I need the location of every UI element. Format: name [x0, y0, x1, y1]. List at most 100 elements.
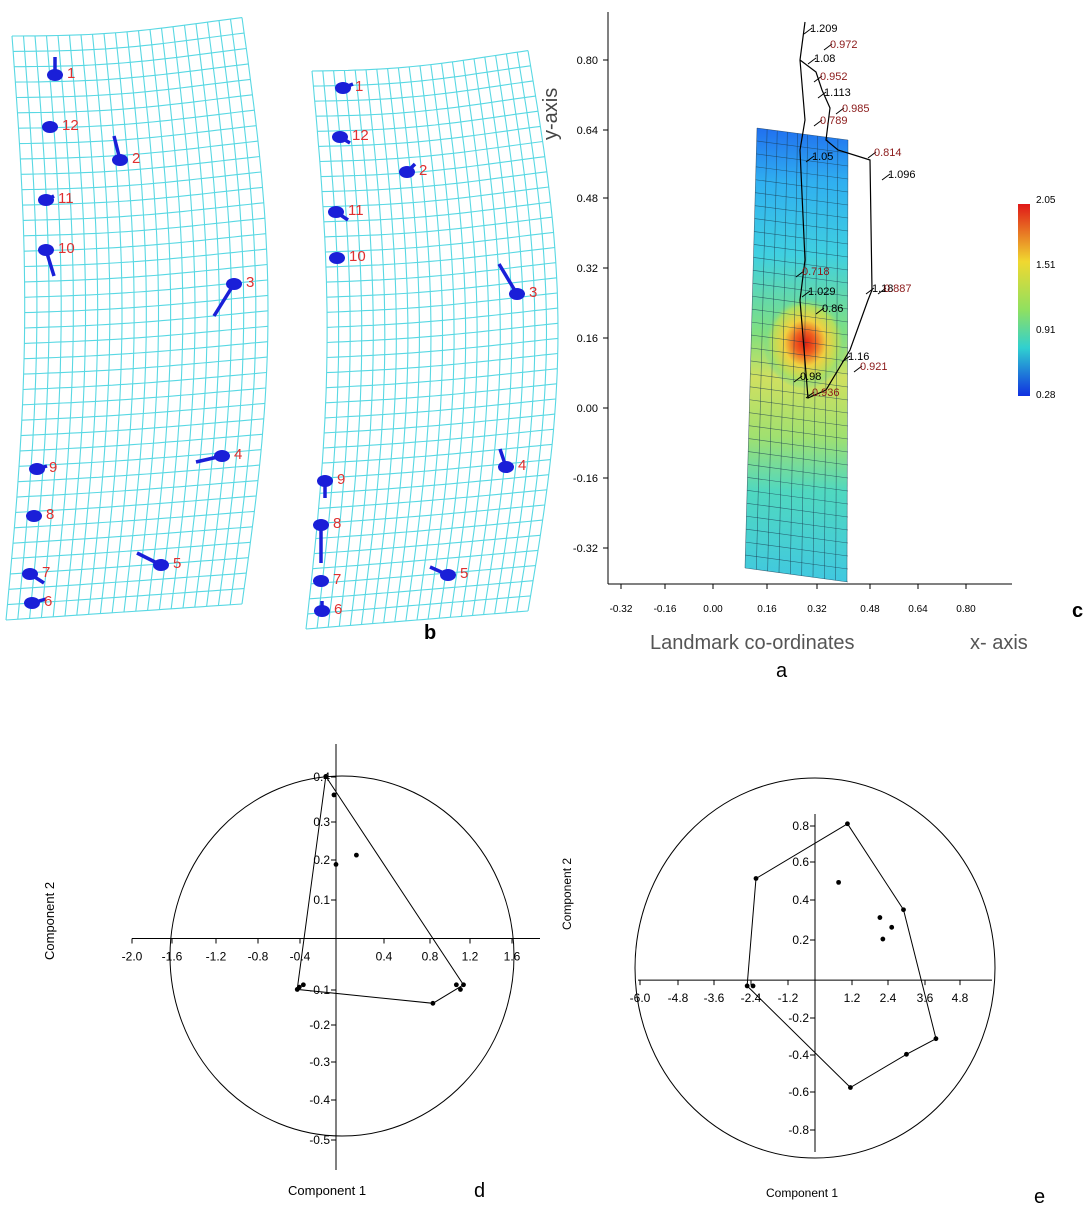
- x-tick-label: 0.32: [807, 604, 827, 615]
- panel-label-d: d: [474, 1180, 486, 1202]
- confidence-circle: [169, 775, 515, 1137]
- landmark-label: 6: [334, 601, 342, 618]
- grid-line: [471, 58, 501, 616]
- landmark-label: 2: [132, 150, 140, 167]
- x-tick-label: 0.16: [757, 604, 777, 615]
- x-tick-label: -4.8: [668, 991, 689, 1005]
- chart-d-ylabel: Component 2: [42, 881, 57, 960]
- surface-grid-line: [755, 192, 849, 206]
- landmark-marker: [335, 82, 351, 94]
- x-tick-label: 0.48: [860, 604, 880, 615]
- y-tick-label: 0.16: [577, 333, 598, 345]
- grid-line: [20, 140, 259, 160]
- x-tick-label: 1.2: [844, 991, 861, 1005]
- grid-line: [494, 55, 524, 614]
- grid-line: [307, 595, 531, 615]
- surface-grid-line: [749, 399, 849, 414]
- data-point: [461, 982, 466, 988]
- data-point: [333, 861, 339, 867]
- surface-grid-line: [748, 425, 849, 440]
- grid-line: [325, 383, 557, 404]
- y-tick-label: -0.32: [573, 543, 598, 555]
- deformation-grid-b-right: 1 12 2 11 10 3 9 4 8 5 7 6: [305, 50, 559, 630]
- grid-line: [360, 69, 386, 625]
- landmark-label: 7: [42, 564, 50, 581]
- y-tick-label: 0.4: [792, 893, 809, 907]
- data-point: [904, 1051, 909, 1057]
- grid-line: [23, 356, 268, 375]
- landmark-marker: [399, 166, 415, 178]
- landmark-label: 5: [460, 565, 468, 582]
- surface-grid-line: [749, 386, 849, 401]
- grid-line: [405, 66, 432, 621]
- grid-line: [7, 588, 245, 606]
- grid-line: [322, 186, 549, 208]
- landmark-value-label: 0.985: [842, 103, 870, 115]
- x-tick-label: -1.6: [162, 949, 183, 963]
- surface-grid-line: [751, 334, 849, 349]
- colorbar-tick-label: 2.05: [1036, 195, 1056, 206]
- landmark-label: 5: [173, 555, 181, 572]
- grid-line: [21, 402, 265, 421]
- landmark-cross: [853, 365, 863, 373]
- landmark-marker: [38, 244, 54, 256]
- colorbar-tick-label: 0.91: [1036, 325, 1056, 336]
- surface-grid-line: [753, 270, 849, 284]
- surface-grid-line: [754, 218, 849, 232]
- chart-a-xlabel: Landmark co-ordinates: [650, 632, 855, 654]
- landmark-label: 8: [46, 506, 54, 523]
- x-tick-label: -0.8: [248, 949, 269, 963]
- surface-grid-line: [754, 205, 849, 219]
- landmark-value-label: 0.86: [822, 303, 843, 315]
- y-tick-label: 0.48: [577, 193, 598, 205]
- landmark-value-label: 1.209: [810, 23, 838, 35]
- landmark-cross: [823, 43, 833, 51]
- grid-line: [16, 480, 259, 498]
- landmark-value-label: 0.789: [820, 115, 848, 127]
- grid-line: [24, 294, 268, 314]
- data-point: [430, 1000, 436, 1006]
- x-tick-label: -0.4: [290, 949, 311, 963]
- landmark-label: 6: [44, 593, 52, 610]
- landmark-value-label: 1.113: [824, 87, 851, 99]
- landmark-marker: [509, 288, 525, 300]
- grid-line: [22, 186, 263, 206]
- data-point: [836, 879, 841, 885]
- grid-line: [17, 464, 260, 483]
- grid-line: [326, 352, 558, 374]
- grid-line: [314, 80, 534, 102]
- grid-line: [13, 526, 253, 544]
- landmark-cross: [881, 173, 891, 181]
- landmark-value-label: 0.972: [830, 39, 858, 51]
- grid-line: [427, 64, 455, 620]
- grid-line: [318, 489, 547, 509]
- landmark-label: 4: [518, 457, 526, 474]
- x-tick-label: 1.2: [462, 949, 479, 963]
- landmark-cross: [817, 91, 827, 99]
- grid-line: [319, 474, 549, 494]
- landmark-label: 1: [355, 78, 363, 95]
- grid-line: [449, 61, 478, 618]
- grid-line: [310, 565, 536, 585]
- grid-line: [11, 541, 251, 560]
- grid-line: [322, 443, 553, 464]
- landmark-marker: [313, 519, 329, 531]
- landmark-label: 7: [333, 571, 341, 588]
- surface-grid-line: [749, 412, 849, 427]
- grid-line: [19, 433, 263, 452]
- surface-grid-line: [751, 321, 849, 336]
- grid-line: [438, 63, 467, 619]
- x-tick-label: -1.2: [206, 949, 227, 963]
- data-point: [901, 907, 906, 913]
- data-point: [848, 1085, 853, 1090]
- grid-line: [305, 610, 529, 630]
- panel-label-e: e: [1034, 1186, 1046, 1208]
- landmark-value-label: 1.029: [808, 286, 836, 298]
- x-tick-label: 0.4: [376, 949, 393, 963]
- landmark-cross: [795, 270, 805, 278]
- landmark-value-label: 1.18: [872, 283, 893, 295]
- y-tick-label: -0.6: [788, 1085, 809, 1099]
- colorbar-tick-label: 1.51: [1036, 260, 1056, 271]
- landmark-label: 4: [234, 446, 242, 463]
